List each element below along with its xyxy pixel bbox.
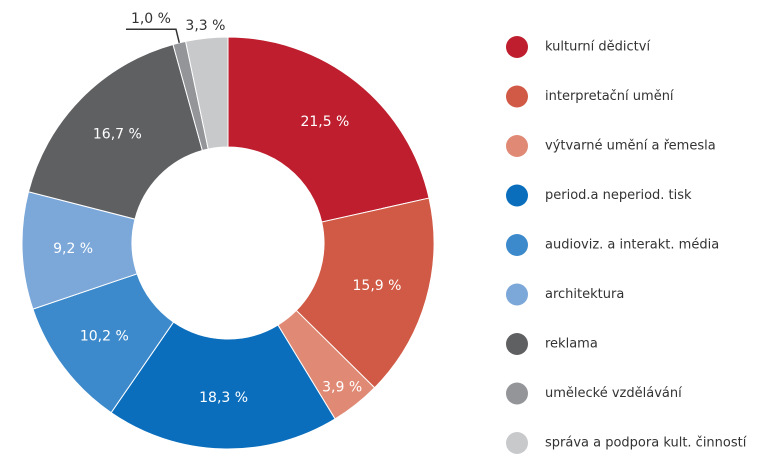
donut-segment — [27, 43, 203, 220]
data-label: 15,9 % — [353, 278, 402, 294]
data-label: 3,3 % — [185, 18, 225, 34]
legend-swatch — [506, 234, 528, 256]
data-label: 3,9 % — [322, 379, 362, 395]
legend-swatch — [506, 36, 528, 58]
legend-label: kulturní dědictví — [545, 40, 650, 55]
legend-swatch — [506, 283, 528, 306]
data-label: 9,2 % — [53, 241, 93, 257]
data-label: 16,7 % — [93, 126, 142, 142]
legend-label: architektura — [545, 287, 624, 302]
legend-swatch — [506, 333, 528, 355]
legend-swatch — [506, 382, 528, 405]
donut-segment — [184, 36, 229, 150]
legend-label: reklama — [545, 337, 598, 352]
legend-swatch — [506, 85, 528, 108]
data-label: 10,2 % — [80, 328, 129, 344]
donut-segment — [295, 197, 435, 389]
legend-label: interpretační umění — [545, 89, 674, 104]
legend-label: period.a neperiod. tisk — [545, 188, 692, 203]
legend-label: audioviz. a interakt. média — [545, 238, 719, 253]
legend-swatch — [506, 432, 528, 454]
data-label: 18,3 % — [199, 390, 248, 406]
data-label: 21,5 % — [300, 114, 349, 130]
legend-swatch — [506, 135, 528, 157]
data-label: 1,0 % — [131, 11, 171, 27]
leader-line — [125, 28, 181, 44]
legend-swatch — [506, 184, 528, 207]
legend-label: správa a podpora kult. činností — [545, 436, 747, 451]
legend-label: výtvarné umění a řemesla — [545, 139, 716, 154]
donut-segment — [110, 321, 336, 450]
legend-label: umělecké vzdělávání — [545, 386, 682, 401]
donut-segment — [227, 36, 430, 223]
